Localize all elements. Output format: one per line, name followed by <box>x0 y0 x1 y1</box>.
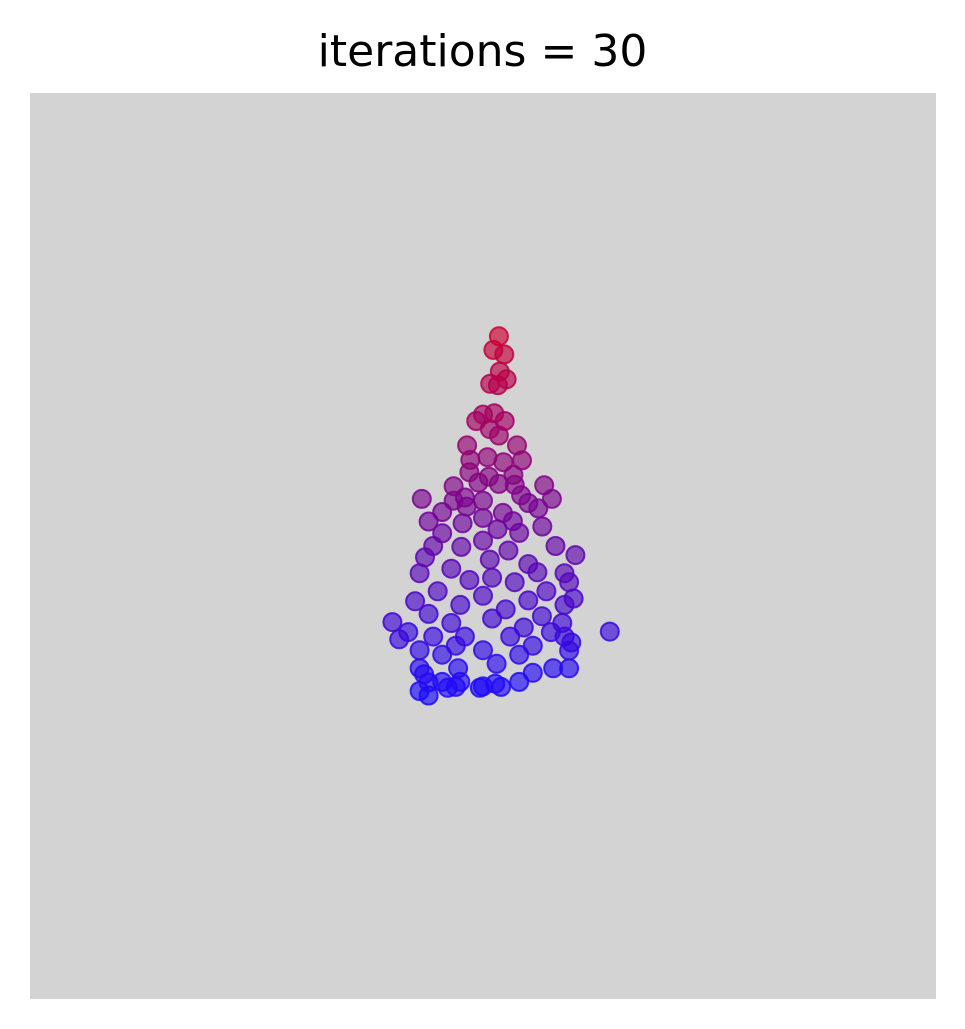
scatter-point <box>485 673 506 694</box>
scatter-point <box>509 644 530 665</box>
scatter-point <box>451 536 472 557</box>
scatter-point <box>479 549 500 570</box>
scatter-point <box>488 326 509 347</box>
scatter-point <box>405 591 426 612</box>
scatter-point <box>513 617 534 638</box>
scatter-point <box>563 588 584 609</box>
scatter-point <box>498 540 519 561</box>
scatter-point <box>441 613 462 633</box>
scatter-point <box>432 523 453 544</box>
scatter-point <box>448 658 469 679</box>
scatter-point <box>522 635 543 656</box>
scatter-point <box>450 594 471 615</box>
scatter-point <box>473 640 493 661</box>
scatter-point <box>599 621 620 642</box>
scatter-point <box>518 554 539 575</box>
scatter-point <box>432 644 453 665</box>
scatter-point <box>411 488 432 509</box>
scatter-point <box>423 626 444 647</box>
scatter-point <box>495 599 516 620</box>
scatter-point <box>432 671 453 692</box>
scatter-point <box>559 658 580 679</box>
scatter-point <box>454 626 475 647</box>
scatter-point <box>382 612 403 633</box>
scatter-point <box>473 490 493 511</box>
scatter-point <box>504 572 525 593</box>
scatter-point <box>443 476 464 497</box>
scatter-point <box>522 662 543 683</box>
scatter-point <box>552 613 573 633</box>
scatter-point <box>459 570 480 590</box>
scatter-point <box>478 466 499 487</box>
scatter-point <box>500 626 521 647</box>
scatter-point <box>457 435 478 456</box>
scatter-point <box>473 507 493 528</box>
scatter-point <box>477 447 498 468</box>
scatter-point <box>489 361 510 382</box>
points-layer <box>382 326 620 706</box>
scatter-point <box>452 513 473 534</box>
scatter-point <box>473 585 493 606</box>
scatter-point <box>482 608 503 629</box>
scatter-point <box>418 603 439 624</box>
chart-title: iterations = 30 <box>317 26 648 77</box>
scatter-point <box>531 606 552 627</box>
scatter-point <box>492 502 513 523</box>
scatter-point <box>409 640 430 661</box>
scatter-point <box>427 581 448 602</box>
scatter-point <box>441 558 462 579</box>
scatter-point <box>482 567 503 588</box>
scatter-point <box>486 653 507 674</box>
scatter-point <box>398 622 419 643</box>
scatter-point <box>565 545 586 566</box>
scatter-point <box>418 511 439 532</box>
scatter-point <box>532 516 553 537</box>
scatter-point <box>534 475 555 496</box>
scatter-point <box>409 658 430 679</box>
scatter-point <box>507 435 527 456</box>
scatter-point <box>536 581 557 602</box>
scatter-point <box>484 403 505 424</box>
scatter-point <box>545 536 566 556</box>
scatter-point <box>554 563 575 584</box>
scatter-point <box>509 671 530 692</box>
scatter-point <box>473 530 493 551</box>
scatter-point <box>518 590 539 611</box>
